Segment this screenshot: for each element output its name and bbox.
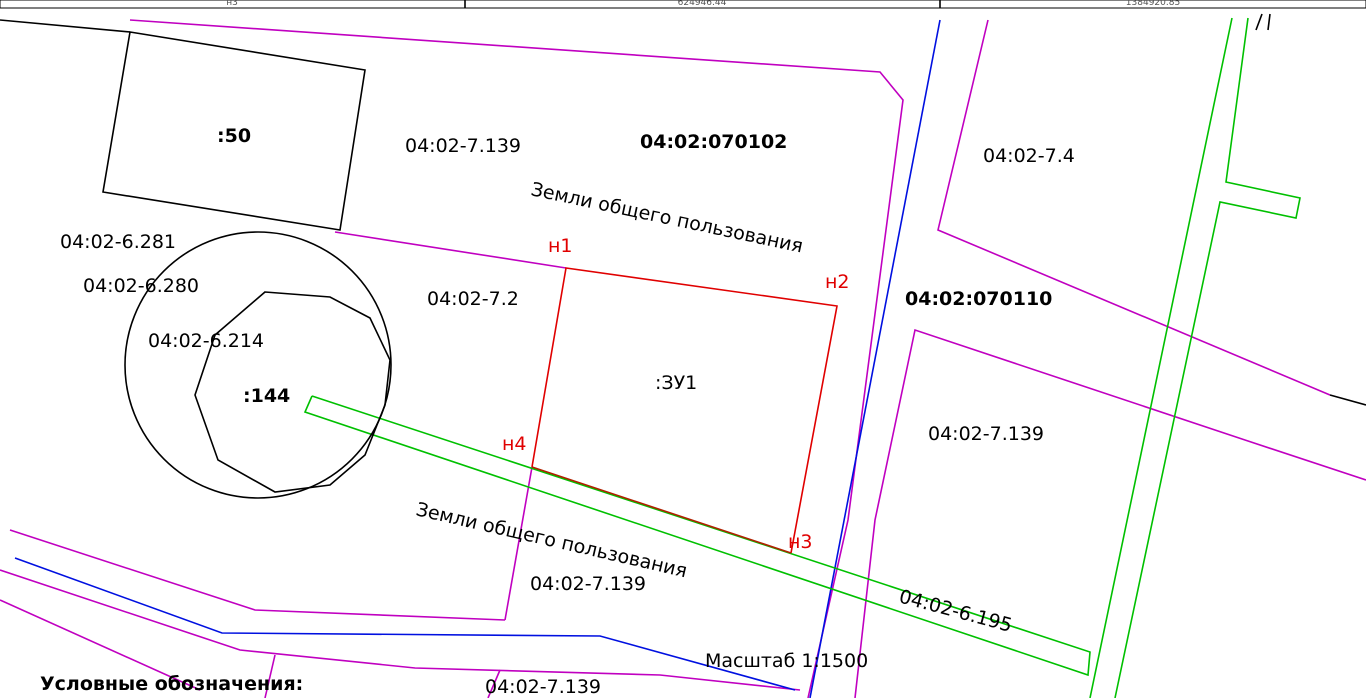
road-line <box>14 557 796 691</box>
parcel <box>102 31 366 231</box>
boundary <box>504 466 533 621</box>
label: 04:02-7.4 <box>983 145 1075 167</box>
boundary <box>1329 394 1366 406</box>
boundary <box>487 669 501 698</box>
label: :144 <box>243 385 290 407</box>
label: н1 <box>548 235 573 257</box>
label: 04:02:070110 <box>905 288 1052 310</box>
boundary <box>0 569 801 691</box>
boundary <box>264 654 276 698</box>
road-line <box>809 19 941 698</box>
label: 04:02-7.139 <box>405 135 521 157</box>
boundary <box>0 599 201 691</box>
boundaries <box>0 13 1366 698</box>
label: н2 <box>825 271 850 293</box>
label: :50 <box>217 125 251 147</box>
table-cell: н3 <box>226 0 238 8</box>
label: 04:02-7.139 <box>485 676 601 698</box>
label: 04:02-7.139 <box>530 573 646 595</box>
label: 04:02-6.195 <box>897 586 1015 637</box>
labels: :50 04:02-7.139 04:02:070102 04:02-7.4 З… <box>40 125 1075 698</box>
boundary <box>937 19 1331 396</box>
label: Масштаб 1:1500 <box>705 650 868 672</box>
label: н4 <box>502 433 527 455</box>
new-parcel <box>531 267 838 554</box>
new-parcel <box>531 466 792 554</box>
label: Земли общего пользования <box>414 498 689 582</box>
label: 04:02-7.139 <box>928 423 1044 445</box>
header-table: н3 624946.44 1384920.85 <box>0 0 1366 9</box>
table-cell: 624946.44 <box>678 0 727 8</box>
label: 04:02-6.281 <box>60 231 176 253</box>
utility-strip <box>1114 17 1301 698</box>
parcel <box>124 231 392 499</box>
boundary <box>0 19 131 33</box>
boundary <box>854 328 1366 698</box>
boundary <box>1267 13 1271 31</box>
table-row <box>0 0 1366 9</box>
utility-strip <box>303 395 1091 677</box>
label: 04:02-6.214 <box>148 330 264 352</box>
parcel <box>194 291 391 493</box>
label: н3 <box>788 531 813 553</box>
boundary <box>129 19 904 698</box>
label: :ЗУ1 <box>655 372 697 394</box>
legend-title: Условные обозначения: <box>40 673 303 695</box>
label: 04:02:070102 <box>640 131 787 153</box>
table-cell: 1384920.85 <box>1126 0 1180 8</box>
boundary <box>1255 13 1263 31</box>
utility-strip <box>1089 17 1233 698</box>
boundary <box>9 529 506 621</box>
boundary <box>334 231 567 269</box>
label: 04:02-6.280 <box>83 275 199 297</box>
label: 04:02-7.2 <box>427 288 519 310</box>
